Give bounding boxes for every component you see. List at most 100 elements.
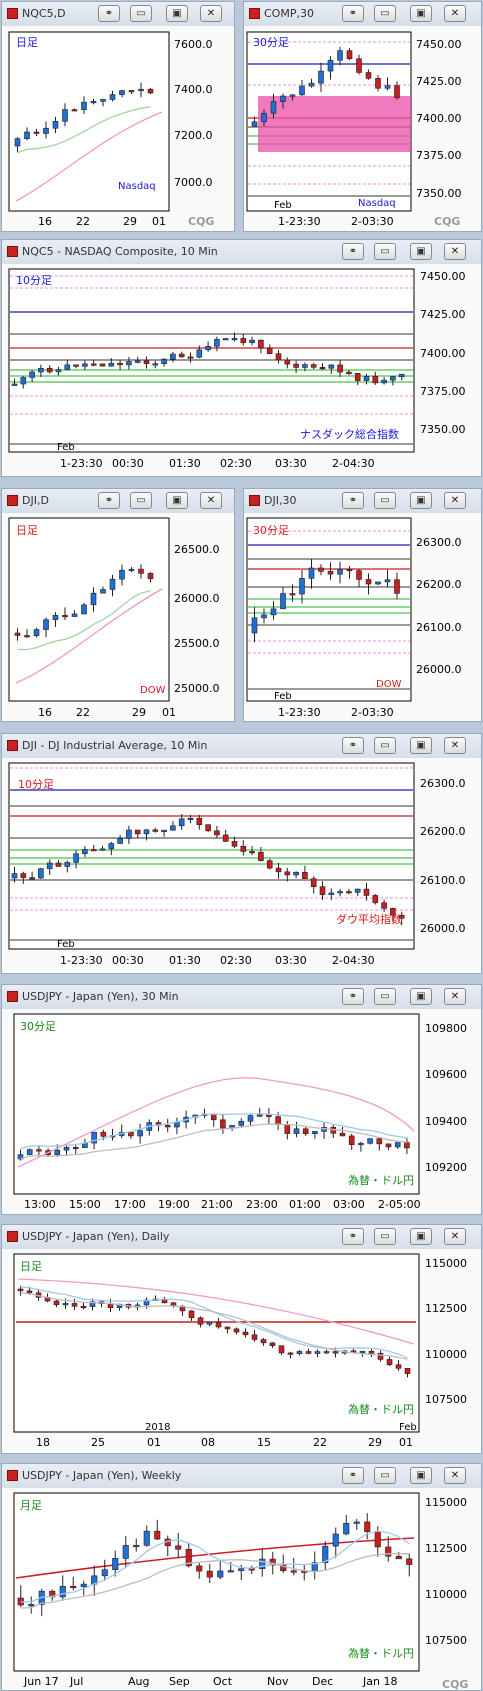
- candle-body: [161, 829, 167, 832]
- window-titlebar[interactable]: DJI,D ⚭ ▭ ▣ ✕: [2, 489, 234, 514]
- candle-body: [395, 1364, 402, 1369]
- candle-body: [404, 1368, 411, 1374]
- feb-label: Feb: [57, 939, 75, 950]
- candle-body: [122, 1545, 129, 1559]
- candle-body: [269, 1342, 276, 1346]
- minimize-button[interactable]: ▭: [374, 492, 396, 509]
- x-tick: 23:00: [246, 1198, 278, 1211]
- window-titlebar[interactable]: USDJPY - Japan (Yen), Weekly ⚭ ▭ ▣ ✕: [2, 1464, 481, 1489]
- candle-body: [376, 1138, 383, 1145]
- link-icon[interactable]: ⚭: [342, 5, 364, 22]
- window-titlebar[interactable]: USDJPY - Japan (Yen), Daily ⚭ ▭ ▣ ✕: [2, 1225, 481, 1250]
- instrument-label: DOW: [140, 685, 166, 696]
- minimize-button[interactable]: ▭: [374, 5, 396, 22]
- candle-body: [261, 614, 267, 619]
- period-label: 10分足: [16, 274, 52, 287]
- close-button[interactable]: ✕: [444, 492, 466, 509]
- maximize-button[interactable]: ▣: [410, 737, 432, 754]
- y-tick: 110000: [425, 1588, 467, 1601]
- y-tick: 7450.00: [420, 270, 466, 283]
- minimize-button[interactable]: ▭: [130, 492, 152, 509]
- candle-body: [28, 1604, 35, 1607]
- minimize-button[interactable]: ▭: [374, 1228, 396, 1245]
- link-icon[interactable]: ⚭: [342, 243, 364, 260]
- candle-body: [215, 1321, 222, 1328]
- link-icon[interactable]: ⚭: [98, 5, 120, 22]
- maximize-button[interactable]: ▣: [410, 492, 432, 509]
- close-button[interactable]: ✕: [444, 737, 466, 754]
- window-titlebar[interactable]: DJI - DJ Industrial Average, 10 Min ⚭ ▭ …: [2, 734, 481, 759]
- candle-body: [108, 843, 115, 850]
- candle-body: [128, 90, 135, 93]
- candle-body: [299, 578, 305, 595]
- window-titlebar[interactable]: USDJPY - Japan (Yen), 30 Min ⚭ ▭ ▣ ✕: [2, 985, 481, 1010]
- candle-body: [224, 1326, 231, 1330]
- candle-body: [337, 364, 343, 373]
- x-tick: 08: [201, 1436, 215, 1449]
- app-icon: [7, 740, 18, 751]
- chart-window-nqc5-daily: NQC5,D ⚭ ▭ ▣ ✕ 日足 Nasdaq 7600.0 7400.0 7…: [1, 1, 235, 232]
- candle-body: [312, 1131, 318, 1134]
- close-button[interactable]: ✕: [444, 1467, 466, 1484]
- candle-body: [24, 131, 30, 139]
- chart-area: 10分足 ダウ平均指数 Feb 26300.0 26200.0 26100.0 …: [2, 758, 481, 973]
- candle-body: [119, 569, 125, 580]
- chart-area: 10分足 ナスダック総合指数 Feb 7450.00 7425.00 7400.…: [2, 264, 481, 476]
- window-titlebar[interactable]: NQC5 - NASDAQ Composite, 10 Min ⚭ ▭ ▣ ✕: [2, 240, 481, 265]
- x-tick: 02:30: [220, 954, 252, 967]
- candle-body: [29, 371, 35, 378]
- window-titlebar[interactable]: COMP,30 ⚭ ▭ ▣ ✕: [244, 2, 481, 27]
- close-button[interactable]: ✕: [444, 5, 466, 22]
- price-chart: 30分足 Nasdaq Feb 7450.00 7425.00 7400.00 …: [246, 31, 462, 228]
- x-tick: 22: [76, 215, 90, 228]
- x-tick: 03:00: [333, 1198, 365, 1211]
- candle-body: [337, 50, 343, 61]
- candle-body: [90, 363, 97, 366]
- maximize-button[interactable]: ▣: [410, 1467, 432, 1484]
- window-title: USDJPY - Japan (Yen), Weekly: [22, 1469, 182, 1482]
- maximize-button[interactable]: ▣: [410, 243, 432, 260]
- candle-body: [337, 891, 343, 894]
- y-tick: 109800: [425, 1022, 467, 1035]
- close-button[interactable]: ✕: [444, 988, 466, 1005]
- x-tick: 19:00: [158, 1198, 190, 1211]
- candle-body: [138, 88, 144, 92]
- candle-body: [43, 619, 49, 630]
- minimize-button[interactable]: ▭: [374, 988, 396, 1005]
- window-titlebar[interactable]: NQC5,D ⚭ ▭ ▣ ✕: [2, 2, 234, 27]
- candle-body: [91, 1131, 97, 1144]
- link-icon[interactable]: ⚭: [342, 737, 364, 754]
- candle-body: [293, 363, 299, 368]
- minimize-button[interactable]: ▭: [374, 243, 396, 260]
- maximize-button[interactable]: ▣: [410, 1228, 432, 1245]
- minimize-button[interactable]: ▭: [130, 5, 152, 22]
- maximize-button[interactable]: ▣: [166, 5, 188, 22]
- close-button[interactable]: ✕: [444, 1228, 466, 1245]
- link-icon[interactable]: ⚭: [342, 1228, 364, 1245]
- close-button[interactable]: ✕: [200, 5, 222, 22]
- instrument-label: 為替・ドル円: [348, 1402, 414, 1416]
- candle-body: [238, 1568, 245, 1571]
- candle-body: [381, 379, 387, 384]
- window-titlebar[interactable]: DJI,30 ⚭ ▭ ▣ ✕: [244, 489, 481, 514]
- link-icon[interactable]: ⚭: [342, 492, 364, 509]
- minimize-button[interactable]: ▭: [374, 737, 396, 754]
- feb-label: Feb: [57, 442, 75, 453]
- link-icon[interactable]: ⚭: [98, 492, 120, 509]
- close-button[interactable]: ✕: [200, 492, 222, 509]
- maximize-button[interactable]: ▣: [166, 492, 188, 509]
- maximize-button[interactable]: ▣: [410, 5, 432, 22]
- minimize-button[interactable]: ▭: [374, 1467, 396, 1484]
- close-button[interactable]: ✕: [444, 243, 466, 260]
- chart-area: 30分足 為替・ドル円 109800 109600 109400 109200 …: [2, 1009, 481, 1214]
- moving-average-line: [17, 106, 151, 154]
- moving-average-line: [17, 590, 151, 651]
- candle-body: [99, 848, 106, 851]
- candle-body: [251, 1334, 258, 1340]
- candle-body: [62, 109, 68, 122]
- link-icon[interactable]: ⚭: [342, 1467, 364, 1484]
- candle-body: [227, 1570, 234, 1573]
- link-icon[interactable]: ⚭: [342, 988, 364, 1005]
- maximize-button[interactable]: ▣: [410, 988, 432, 1005]
- x-tick: 29: [368, 1436, 382, 1449]
